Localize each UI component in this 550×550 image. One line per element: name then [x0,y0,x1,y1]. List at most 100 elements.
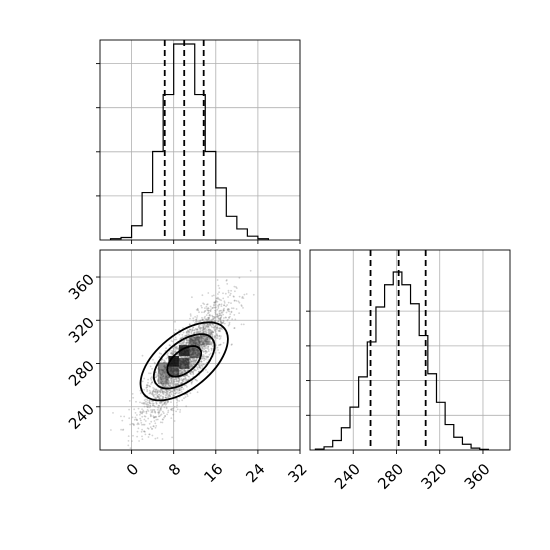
scatter-point [189,365,192,368]
scatter-point [206,343,209,346]
scatter-point [170,340,173,342]
scatter-point [208,333,211,335]
scatter-point [146,390,149,393]
scatter-point [189,363,192,366]
scatter-point [217,320,219,323]
scatter-point [180,356,183,358]
scatter-point [207,350,210,352]
scatter-point [181,371,183,374]
scatter-point [171,377,173,380]
scatter-point [179,409,182,411]
scatter-point [208,317,211,319]
scatter-point [201,316,203,319]
scatter-point [192,317,195,320]
scatter-point [220,322,223,325]
scatter-point [252,293,255,296]
scatter-point [217,284,220,287]
scatter-point [164,385,167,387]
scatter-point [186,355,188,358]
scatter-point [161,404,164,406]
scatter-point [162,418,164,421]
scatter-point [199,338,202,340]
scatter-point [180,337,183,339]
scatter-point [156,389,159,392]
scatter-point [195,320,197,323]
scatter-point [205,318,207,320]
scatter-point [184,375,187,378]
scatter-point [220,327,223,329]
scatter-point [174,338,176,341]
scatter-point [202,330,205,333]
scatter-point [112,412,114,414]
scatter-point [190,364,193,366]
scatter-point [187,342,190,345]
scatter-point [194,378,197,381]
scatter-point [204,327,206,330]
scatter-point [152,390,155,393]
scatter-point [192,339,195,342]
scatter-point [223,302,226,304]
scatter-point [176,398,179,401]
scatter-point [199,336,202,339]
scatter-point [147,405,150,408]
scatter-point [226,283,229,285]
scatter-point [187,355,189,358]
density-cell [200,334,211,346]
scatter-point [205,325,208,328]
scatter-point [205,342,208,345]
scatter-point [203,311,206,314]
scatter-point [188,339,191,342]
scatter-point [160,377,162,379]
scatter-point [212,316,215,318]
scatter-point [139,401,141,404]
scatter-point [177,380,180,383]
scatter-point [132,396,135,399]
scatter-point [199,335,202,338]
scatter-point [207,307,210,309]
scatter-point [153,361,156,364]
scatter-point [159,388,162,391]
scatter-point [175,378,178,381]
scatter-point [145,412,148,415]
scatter-point [216,326,219,329]
scatter-point [154,388,157,391]
scatter-point [213,328,216,331]
scatter-point [206,351,208,353]
scatter-point [152,425,155,428]
scatter-point [175,380,178,383]
scatter-point [150,420,153,423]
scatter-point [154,397,157,400]
scatter-point [203,303,206,305]
scatter-point [172,378,175,381]
scatter-point [159,373,162,376]
scatter-point [164,415,167,418]
scatter-point [214,336,216,338]
scatter-point [177,377,180,380]
scatter-point [164,382,167,385]
scatter-point [162,396,165,398]
scatter-point [171,354,174,356]
scatter-point [162,412,165,415]
scatter-point [175,406,178,408]
scatter-point [204,335,206,338]
scatter-point [183,368,186,371]
scatter-point [186,386,188,388]
scatter-point [182,341,185,344]
scatter-point [186,341,189,343]
scatter-point [186,379,188,381]
scatter-point [207,355,210,358]
scatter-point [133,424,135,427]
scatter-point [160,394,162,397]
scatter-point [153,405,156,407]
scatter-point [185,339,188,341]
scatter-point [202,356,205,359]
scatter-point [232,307,235,310]
scatter-point [219,309,222,312]
scatter-point [202,355,204,358]
scatter-point [156,408,159,411]
scatter-point [166,377,169,379]
scatter-point [204,341,207,343]
scatter-point [192,359,194,361]
scatter-point [205,355,208,358]
scatter-point [149,377,152,380]
